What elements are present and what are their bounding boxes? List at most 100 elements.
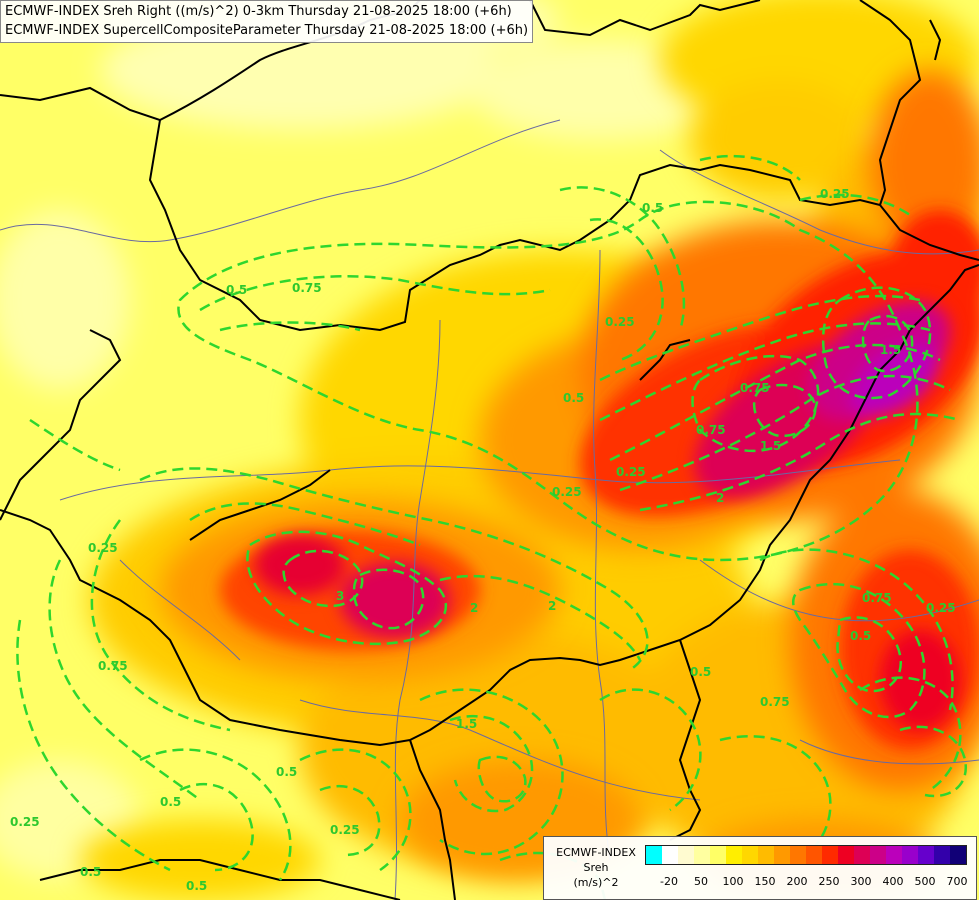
contour-label: 0.25 (330, 823, 360, 837)
contour-label: 0.5 (160, 795, 181, 809)
legend-swatch (774, 846, 790, 864)
scp-contour (177, 200, 919, 562)
legend-swatch (822, 846, 838, 864)
scp-contour (821, 286, 932, 400)
contour-label: 0.5 (563, 391, 584, 405)
contour-label: 1.5 (456, 717, 477, 731)
contour-label: 0.5 (80, 865, 101, 879)
contour-label: 2 (548, 599, 556, 613)
scp-contour (219, 321, 361, 332)
scp-contour (619, 374, 951, 492)
contour-label: 0.5 (690, 665, 711, 679)
legend-swatch (646, 846, 662, 864)
contour-label: 0.25 (552, 485, 582, 499)
legend-swatch (870, 846, 886, 864)
color-legend: ECMWF-INDEX Sreh (m/s)^2 -20 50 100 150 200 2… (543, 836, 977, 900)
legend-label: 100 (722, 875, 744, 888)
scp-contour (719, 735, 832, 862)
contour-label: 0.5 (186, 879, 207, 893)
contour-label: 0.5 (642, 201, 663, 215)
legend-label: 150 (754, 875, 776, 888)
contour-label: 0.75 (98, 659, 128, 673)
scp-contour (189, 502, 421, 547)
scp-contour (599, 294, 921, 382)
scp-contour-labels: 0.5 0.25 0.75 0.5 0.25 0.5 0.25 0.25 0.7… (10, 187, 956, 893)
legend-swatch (886, 846, 902, 864)
legend-swatch (662, 846, 678, 864)
scp-contour (449, 715, 534, 813)
title-line-scp: ECMWF-INDEX SupercellCompositeParameter … (5, 23, 529, 38)
scp-contour (477, 755, 527, 803)
legend-swatch (838, 846, 854, 864)
scp-contour (752, 383, 817, 438)
legend-swatch (934, 846, 950, 864)
legend-label: 500 (914, 875, 936, 888)
scp-contour (282, 549, 364, 608)
scp-contour (439, 574, 642, 661)
legend-swatch (694, 846, 710, 864)
scp-contour (559, 186, 686, 331)
scp-contour (246, 530, 448, 646)
scp-contour (139, 748, 292, 881)
legend-color-bar (645, 845, 967, 865)
contour-label: 0.25 (605, 315, 635, 329)
contour-label: 0.75 (760, 695, 790, 709)
legend-title-param: Sreh (583, 861, 609, 874)
scp-contour (836, 616, 903, 693)
contour-label: 1.5 (760, 439, 781, 453)
legend-title: ECMWF-INDEX Sreh (m/s)^2 (548, 845, 644, 890)
contour-label: 0.25 (820, 187, 850, 201)
legend-swatch (854, 846, 870, 864)
legend-label: 700 (946, 875, 968, 888)
scp-contour (352, 568, 425, 630)
title-line-sreh: ECMWF-INDEX Sreh Right ((m/s)^2) 0-3km T… (5, 4, 512, 19)
scp-contour (589, 218, 664, 362)
legend-label: 250 (818, 875, 840, 888)
contour-label: 0.75 (862, 591, 892, 605)
legend-swatch (678, 846, 694, 864)
legend-swatch (950, 846, 966, 864)
contour-label: 0.75 (696, 423, 726, 437)
scp-contour (179, 782, 254, 872)
legend-swatch (726, 846, 742, 864)
contour-label: 0.25 (10, 815, 40, 829)
legend-label: 200 (786, 875, 808, 888)
scp-contour (639, 412, 961, 512)
scp-contour (599, 322, 931, 422)
legend-label: 300 (850, 875, 872, 888)
scp-contour (699, 154, 801, 181)
map-title: ECMWF-INDEX Sreh Right ((m/s)^2) 0-3km T… (0, 0, 534, 43)
legend-swatch (918, 846, 934, 864)
legend-swatch (710, 846, 726, 864)
legend-label: -20 (660, 875, 678, 888)
scp-contour (139, 467, 649, 672)
legend-swatch (902, 846, 918, 864)
scp-contour (759, 548, 954, 711)
scp-contour (899, 725, 968, 798)
scp-contour (29, 418, 121, 472)
scp-contour (199, 275, 551, 312)
legend-swatch (806, 846, 822, 864)
scp-contour (861, 314, 914, 373)
legend-swatch (758, 846, 774, 864)
contour-label: 0.5 (276, 765, 297, 779)
contour-label: 0.25 (616, 465, 646, 479)
scp-contour (691, 354, 820, 453)
scp-contour (48, 559, 201, 802)
scp-contour (799, 193, 911, 217)
scp-contour (299, 748, 412, 872)
legend-title-unit: (m/s)^2 (573, 876, 619, 889)
contour-label: 3 (336, 589, 344, 603)
rivers (0, 119, 979, 900)
legend-title-model: ECMWF-INDEX (556, 846, 636, 859)
scp-contour (16, 619, 171, 872)
scp-contour (792, 582, 926, 719)
contour-label: 0.75 (740, 381, 770, 395)
scp-contour (319, 784, 381, 857)
contour-label: 0.5 (850, 629, 871, 643)
legend-label: 50 (694, 875, 708, 888)
contour-label: 0.5 (226, 283, 247, 297)
contour-label: 2 (470, 601, 478, 615)
contour-label: 0.75 (292, 281, 322, 295)
